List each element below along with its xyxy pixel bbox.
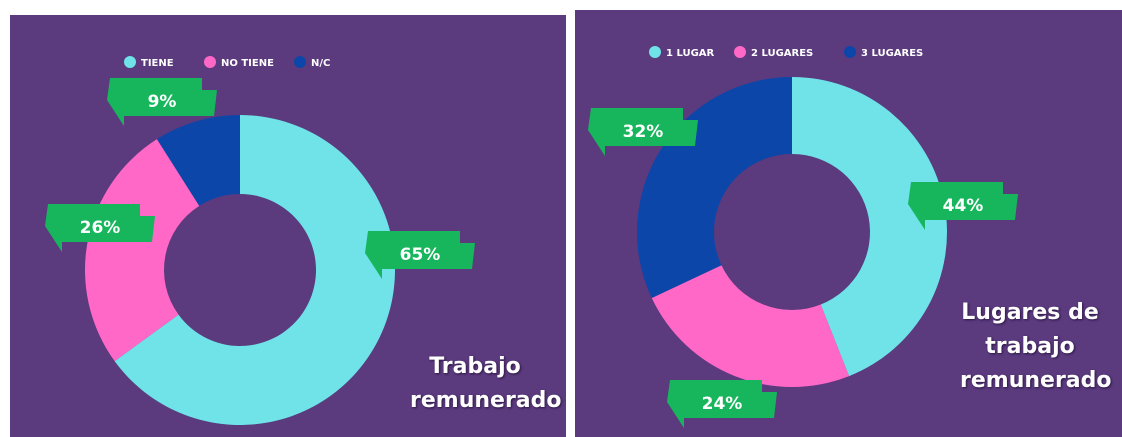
data-label: 65%	[400, 245, 441, 265]
data-label: 24%	[702, 394, 743, 414]
legend-label: 3 LUGARES	[861, 48, 923, 59]
legend-label: 2 LUGARES	[751, 48, 813, 59]
legend-swatch	[204, 56, 216, 68]
slice	[792, 77, 947, 377]
data-label: 9%	[148, 92, 177, 112]
legend-label: N/C	[311, 58, 330, 69]
slice	[85, 139, 200, 362]
legend-label: TIENE	[141, 58, 174, 69]
data-label: 44%	[943, 196, 984, 216]
legend-label: 1 LUGAR	[666, 48, 715, 59]
legend-swatch	[124, 56, 136, 68]
slice	[156, 115, 240, 206]
label-banner	[908, 182, 1018, 230]
data-label: 32%	[623, 122, 664, 142]
chart-title: Lugares de trabajo remunerado	[960, 300, 1112, 393]
label-banner	[588, 108, 698, 156]
slice	[651, 265, 850, 387]
label-banner	[45, 204, 155, 252]
chart-title: Trabajo remunerado	[410, 354, 562, 413]
legend-swatch	[294, 56, 306, 68]
legend-swatch	[844, 46, 856, 58]
label-banner	[667, 380, 777, 428]
slice	[114, 115, 395, 426]
data-label: 26%	[80, 218, 121, 238]
legend-swatch	[649, 46, 661, 58]
legend-label: NO TIENE	[221, 58, 274, 69]
legend-swatch	[734, 46, 746, 58]
label-banner	[107, 78, 217, 126]
label-banner	[365, 231, 475, 279]
